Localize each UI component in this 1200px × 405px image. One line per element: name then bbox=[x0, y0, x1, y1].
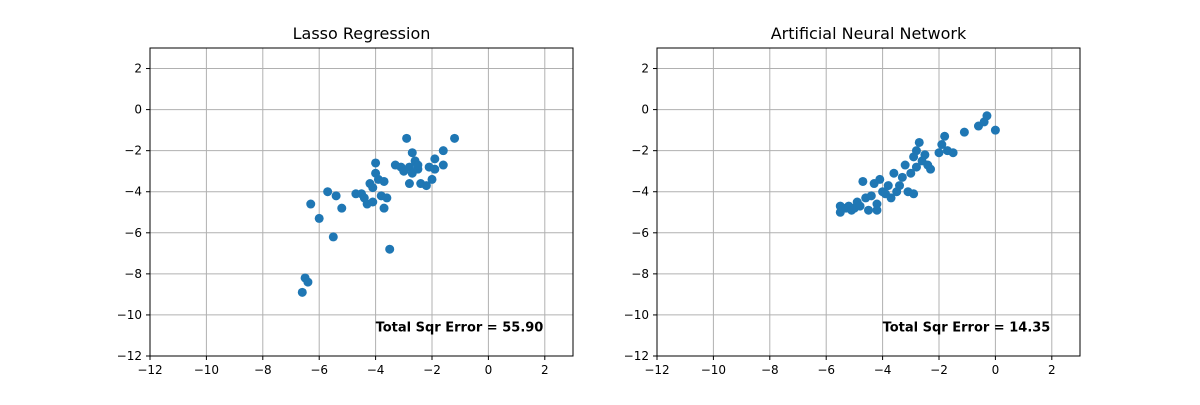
data-point bbox=[314, 213, 324, 223]
data-point bbox=[379, 176, 389, 186]
data-point bbox=[438, 160, 448, 170]
y-tick-label: 0 bbox=[641, 103, 649, 117]
y-tick-label: −4 bbox=[631, 185, 649, 199]
data-point bbox=[875, 174, 885, 184]
data-point bbox=[328, 232, 338, 242]
x-tick-label: 2 bbox=[1048, 363, 1056, 377]
data-point bbox=[858, 176, 868, 186]
x-tick-label: −12 bbox=[137, 363, 162, 377]
data-point bbox=[895, 181, 905, 191]
data-point bbox=[909, 189, 919, 199]
x-tick-label: −4 bbox=[874, 363, 892, 377]
data-point bbox=[368, 197, 378, 207]
y-tick-label: −6 bbox=[124, 226, 142, 240]
x-tick-label: −4 bbox=[367, 363, 385, 377]
data-point bbox=[911, 162, 921, 172]
y-tick-label: −10 bbox=[624, 308, 649, 322]
data-point bbox=[306, 199, 316, 209]
data-point bbox=[926, 164, 936, 174]
data-point bbox=[937, 140, 947, 150]
data-point bbox=[402, 133, 412, 143]
y-tick-label: −10 bbox=[117, 308, 142, 322]
chart-title: Lasso Regression bbox=[293, 24, 431, 43]
data-point bbox=[450, 133, 460, 143]
data-point bbox=[911, 146, 921, 156]
y-tick-label: −8 bbox=[631, 267, 649, 281]
data-point bbox=[990, 125, 1000, 135]
data-point bbox=[430, 164, 440, 174]
chart-title: Artificial Neural Network bbox=[771, 24, 967, 43]
x-tick-label: −8 bbox=[761, 363, 779, 377]
data-point bbox=[438, 146, 448, 156]
data-point bbox=[323, 187, 333, 197]
plot-panel-2: −12 −10 −8 −6 −4 −2 0 2 −12 −10 −8 −6 −4 −2 0 2 Artifici… bbox=[624, 24, 1081, 377]
data-point bbox=[430, 154, 440, 164]
data-point bbox=[872, 199, 882, 209]
axes-frame bbox=[149, 47, 574, 357]
data-point bbox=[303, 277, 313, 287]
data-point bbox=[379, 203, 389, 213]
y-tick-label: 2 bbox=[134, 62, 142, 76]
x-tick-label: −12 bbox=[644, 363, 669, 377]
x-tick-label: −6 bbox=[817, 363, 835, 377]
error-annotation: Total Sqr Error = 55.90 bbox=[376, 320, 544, 335]
data-point bbox=[906, 168, 916, 178]
x-tick-label: −10 bbox=[194, 363, 219, 377]
data-point bbox=[900, 160, 910, 170]
y-tick-label: 2 bbox=[641, 62, 649, 76]
data-point bbox=[421, 181, 431, 191]
x-tick-label: −10 bbox=[701, 363, 726, 377]
data-point bbox=[385, 244, 395, 254]
data-point bbox=[889, 168, 899, 178]
data-point bbox=[427, 174, 437, 184]
data-point bbox=[382, 193, 392, 203]
data-point bbox=[371, 158, 381, 168]
data-point bbox=[866, 191, 876, 201]
data-point bbox=[872, 205, 882, 215]
data-point bbox=[959, 127, 969, 137]
x-tick-label: −2 bbox=[423, 363, 441, 377]
data-point bbox=[368, 183, 378, 193]
data-point bbox=[413, 160, 423, 170]
data-point bbox=[914, 137, 924, 147]
data-point bbox=[404, 179, 414, 189]
data-point bbox=[864, 205, 873, 215]
x-tick-label: −2 bbox=[930, 363, 948, 377]
data-point bbox=[886, 193, 896, 203]
data-point bbox=[948, 148, 958, 158]
y-tick-label: −6 bbox=[631, 226, 649, 240]
data-point bbox=[337, 203, 347, 213]
plot-panel-1: −12 −10 −8 −6 −4 −2 0 2 −12 −10 −8 −6 −4 −2 0 2 Lasso Re… bbox=[117, 24, 574, 377]
data-point bbox=[940, 131, 950, 141]
error-annotation: Total Sqr Error = 14.35 bbox=[883, 320, 1051, 335]
x-tick-label: 2 bbox=[541, 363, 549, 377]
data-point bbox=[883, 181, 893, 191]
data-point bbox=[897, 172, 907, 182]
data-point bbox=[407, 148, 417, 158]
axes-frame bbox=[656, 47, 1081, 357]
x-tick-label: 0 bbox=[992, 363, 1000, 377]
y-tick-label: −4 bbox=[124, 185, 142, 199]
y-tick-label: 0 bbox=[134, 103, 142, 117]
data-point bbox=[331, 191, 341, 201]
data-point bbox=[920, 150, 930, 160]
x-tick-label: −8 bbox=[254, 363, 272, 377]
data-point bbox=[855, 201, 865, 211]
y-tick-label: −2 bbox=[631, 144, 649, 158]
y-tick-label: −2 bbox=[124, 144, 142, 158]
data-point bbox=[297, 287, 307, 297]
x-tick-label: −6 bbox=[310, 363, 328, 377]
y-tick-label: −12 bbox=[624, 349, 649, 363]
y-tick-label: −12 bbox=[117, 349, 142, 363]
x-tick-label: 0 bbox=[485, 363, 493, 377]
data-point bbox=[982, 111, 992, 121]
y-tick-label: −8 bbox=[124, 267, 142, 281]
data-point bbox=[934, 148, 944, 158]
